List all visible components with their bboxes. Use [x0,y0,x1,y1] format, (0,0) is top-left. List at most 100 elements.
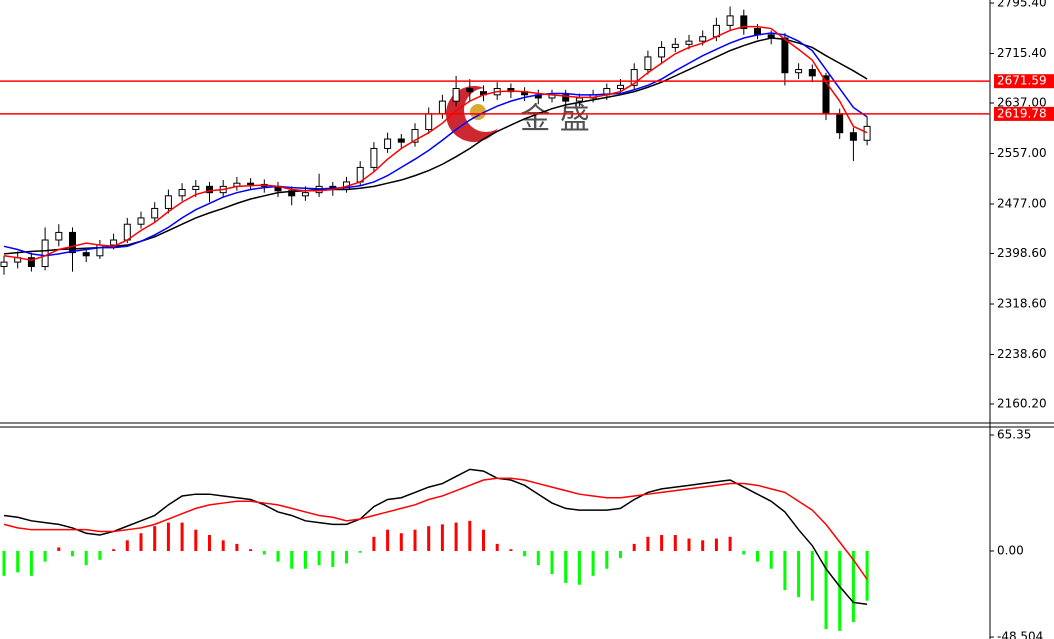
candle-body [123,223,131,241]
candle-body [164,195,172,209]
y-tick-label: 2715.40 [997,46,1047,60]
macd-bar [838,550,842,631]
candle-body [726,15,734,26]
candle-body [781,37,789,74]
macd-bar [523,550,527,557]
candle-body [411,129,419,143]
macd-bar [769,550,773,569]
macd-bar [591,550,595,576]
candle-body [55,231,63,241]
y-tick-label: 2557.00 [997,146,1047,160]
macd-bar [235,543,239,551]
y-tick-label: -48.504 [997,630,1043,639]
macd-bar [468,520,472,551]
candle-body [0,261,8,268]
macd-bar [728,536,732,551]
macd-bar [386,529,390,551]
macd-bar [221,540,225,551]
macd-bar [564,550,568,583]
macd-bar [605,550,609,569]
macd-bar [701,540,705,551]
candle-body [575,97,583,102]
macd-bar [303,550,307,569]
y-tick-label: 0.00 [997,543,1024,557]
macd-bar [619,550,622,559]
candle-body [849,132,857,141]
moving-average [3,25,868,261]
macd-bar [851,550,855,622]
y-tick-label: 2398.60 [997,246,1047,260]
candle-body [192,185,200,191]
candle-body [137,217,145,225]
macd-bar [249,549,253,551]
logo-dot [470,104,486,120]
macd-bar [673,535,677,551]
macd-bar [742,550,746,555]
candle-body [41,239,49,268]
y-tick-label: 2795.40 [997,0,1047,10]
macd-bar [495,543,499,551]
macd-bar [810,550,814,601]
macd-bar [865,550,869,601]
candle-body [151,207,159,219]
macd-bar [427,526,431,551]
macd-bar [84,550,88,566]
macd-bar [632,543,636,551]
macd-bar [98,550,102,560]
macd-bar [714,538,718,551]
candle-body [836,113,844,134]
macd-bar [783,550,787,591]
macd-line [3,477,868,580]
macd-bar [824,550,828,630]
candle-body [617,84,624,90]
candle-body [658,46,666,58]
macd-bar [16,550,20,573]
candle-body [808,69,816,77]
price-level-box [994,106,1054,121]
price-level-label: 2671.59 [997,74,1047,88]
price-level-label: 2619.78 [997,106,1047,120]
candle-body [384,138,392,149]
macd-bar [112,549,116,551]
candle-body [685,40,693,45]
candle-body [644,56,652,71]
macd-bar [43,550,47,562]
y-tick-label: 2477.00 [997,197,1047,211]
macd-bar [194,529,198,551]
candle-body [110,239,118,246]
macd-bar [440,524,444,551]
candle-body [206,185,213,194]
moving-average [3,32,868,257]
candle-body [69,231,76,254]
macd-bar [208,535,211,551]
candle-body [671,43,679,48]
candle-body [370,147,378,168]
macd-bar [2,550,6,576]
candle-body [466,88,474,93]
macd-bar [756,550,759,562]
candle-body [452,88,460,102]
macd-bar [660,535,664,551]
macd-bar [509,549,513,551]
macd-bar [125,540,129,551]
candle-body [397,138,405,143]
macd-bar [577,550,581,585]
y-tick-label: 2637.00 [997,96,1047,110]
macd-bar [413,529,417,551]
candle-body [740,15,748,30]
macd-bar [536,550,540,566]
macd-bar [331,550,335,567]
macd-bar [687,538,691,551]
candle-body [699,36,707,42]
candle-body [562,94,570,102]
macd-bar [372,536,376,551]
candle-body [82,252,90,257]
macd-bar [71,550,74,557]
macd-bar [290,550,294,569]
y-tick-label: 2318.60 [997,297,1047,311]
macd-bar [57,547,61,551]
candle-body [247,182,255,185]
macd-bar [153,526,157,551]
